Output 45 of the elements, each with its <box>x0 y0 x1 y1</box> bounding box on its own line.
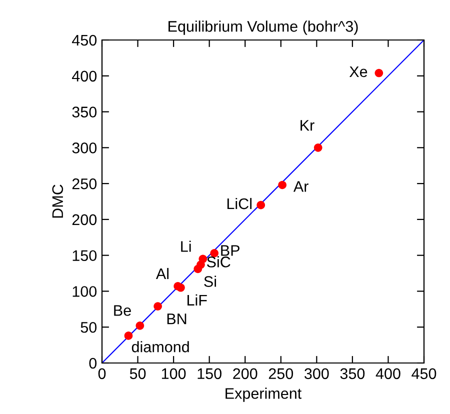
annotation: Si <box>204 276 216 287</box>
annotation: SiC <box>206 256 230 268</box>
annotation: Li <box>181 240 191 252</box>
y-tick-label: 100 <box>72 286 97 297</box>
annotation: Kr <box>300 120 314 131</box>
x-tick-label: 50 <box>130 368 146 380</box>
point <box>278 180 286 190</box>
x-tick-label: 450 <box>412 368 436 380</box>
x-tick-label: 300 <box>304 368 329 380</box>
annotation: BP <box>221 245 240 256</box>
x-tick-label: 400 <box>376 368 400 380</box>
point <box>314 144 322 152</box>
y-axis-title: DMC <box>52 184 64 218</box>
point <box>136 322 144 330</box>
y-tick-label: 200 <box>72 214 97 226</box>
x-tick-label: 350 <box>340 368 365 380</box>
point <box>194 264 202 274</box>
y-tick-label: 250 <box>72 178 97 190</box>
y-tick-label: 300 <box>72 142 97 154</box>
annotation: LiF <box>188 294 207 306</box>
point <box>256 200 266 210</box>
y-tick-label: 350 <box>72 106 97 118</box>
point <box>374 68 384 78</box>
x-tick-label: 100 <box>162 368 186 380</box>
x-tick-label: 150 <box>198 368 222 380</box>
annotation: Al <box>156 268 168 280</box>
annotation: Ar <box>293 181 308 192</box>
y-tick-label: 450 <box>72 34 97 46</box>
point <box>154 302 162 310</box>
y-tick-label: 0 <box>89 358 97 369</box>
annotation: diamond <box>132 341 189 352</box>
y-tick-label: 50 <box>80 322 97 333</box>
y-tick-label: 400 <box>72 70 97 82</box>
x-tick-label: 200 <box>233 368 258 380</box>
x-tick-label: 250 <box>268 368 294 380</box>
annotation: Be <box>114 305 131 316</box>
annotation: BN <box>167 314 186 324</box>
annotation: LiCl <box>227 198 252 210</box>
x-axis-title: Experiment <box>226 388 302 402</box>
chart-title: Equilibrium Volume (bohr^3) <box>168 20 358 35</box>
point <box>176 283 185 292</box>
x-tick-label: 0 <box>98 368 106 380</box>
annotation: Xe <box>349 66 368 78</box>
y-tick-label: 150 <box>72 250 97 262</box>
point <box>124 332 133 340</box>
